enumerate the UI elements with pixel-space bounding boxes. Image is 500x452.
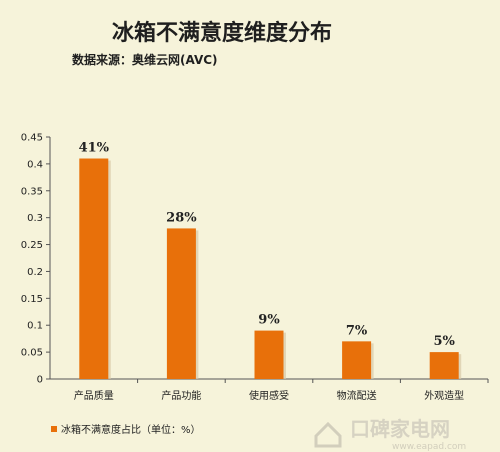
bar bbox=[166, 228, 196, 379]
data-label: 7% bbox=[346, 323, 368, 338]
watermark: 口碑家电网 www.eapad.com bbox=[314, 417, 466, 452]
legend-label: 冰箱不满意度占比（单位：%） bbox=[61, 423, 201, 436]
y-axis-ticks: 0 0.05 0.1 0.15 0.2 0.25 0.3 0.35 0.4 0.45 bbox=[21, 133, 50, 386]
house-icon bbox=[314, 421, 342, 448]
data-label: 41% bbox=[79, 141, 110, 156]
bar bbox=[79, 158, 109, 379]
y-tick-label: 0.35 bbox=[21, 186, 43, 197]
x-tick-label: 使用感受 bbox=[249, 389, 289, 402]
bar bbox=[254, 330, 284, 379]
x-tick-label: 产品功能 bbox=[161, 389, 201, 402]
x-tick-label: 物流配送 bbox=[337, 389, 377, 402]
x-axis-ticks: 产品质量 产品功能 使用感受 物流配送 外观造型 bbox=[74, 379, 489, 402]
bar bbox=[429, 352, 459, 379]
legend: 冰箱不满意度占比（单位：%） bbox=[51, 423, 201, 436]
y-tick-label: 0.45 bbox=[21, 133, 43, 144]
y-tick-label: 0.05 bbox=[21, 348, 43, 359]
y-tick-label: 0.2 bbox=[27, 267, 43, 278]
watermark-url: www.eapad.com bbox=[392, 442, 466, 452]
y-tick-label: 0 bbox=[37, 375, 43, 386]
y-tick-label: 0.15 bbox=[21, 294, 43, 305]
y-tick-label: 0.1 bbox=[27, 321, 43, 332]
watermark-text: 口碑家电网 bbox=[350, 417, 450, 441]
x-tick-label: 外观造型 bbox=[424, 389, 464, 402]
bar bbox=[342, 341, 372, 379]
data-label: 9% bbox=[258, 313, 280, 328]
y-tick-label: 0.4 bbox=[27, 159, 43, 170]
chart-title: 冰箱不满意度维度分布 bbox=[112, 20, 332, 46]
chart-subtitle: 数据来源：奥维云网(AVC) bbox=[72, 52, 218, 67]
legend-swatch bbox=[51, 426, 57, 432]
data-label: 5% bbox=[433, 334, 455, 349]
data-label: 28% bbox=[166, 210, 197, 225]
y-tick-label: 0.25 bbox=[21, 240, 43, 251]
x-tick-label: 产品质量 bbox=[74, 389, 114, 402]
y-tick-label: 0.3 bbox=[27, 213, 43, 224]
data-labels: 41% 28% 9% 7% 5% bbox=[79, 141, 456, 350]
bars bbox=[79, 158, 462, 379]
